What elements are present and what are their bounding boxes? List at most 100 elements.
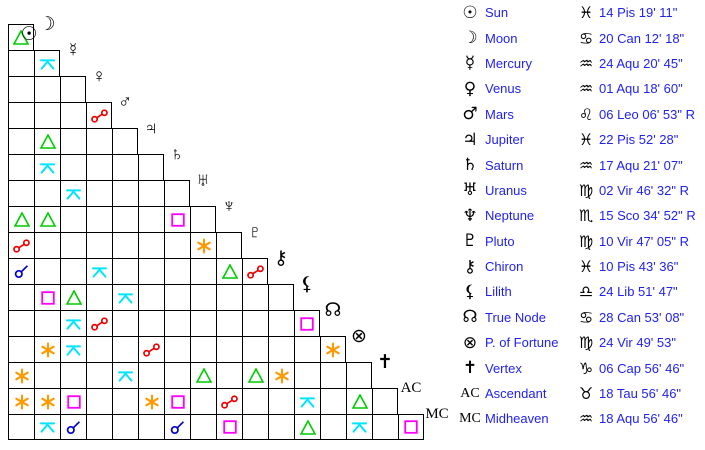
aspect-cell-trine[interactable] [34,128,60,154]
aspect-cell-conjunction[interactable] [8,258,34,284]
aspect-cell-empty[interactable] [34,180,60,206]
aspect-cell-empty[interactable] [268,388,294,414]
aspect-cell-square[interactable] [216,414,242,440]
aspect-cell-empty[interactable] [242,414,268,440]
aspect-cell-quincunx[interactable] [86,258,112,284]
aspect-cell-empty[interactable] [164,310,190,336]
aspect-cell-empty[interactable] [34,102,60,128]
aspect-cell-conjunction[interactable] [60,414,86,440]
aspect-cell-empty[interactable] [112,180,138,206]
aspect-cell-quincunx[interactable] [346,414,372,440]
aspect-cell-empty[interactable] [8,154,34,180]
aspect-cell-quincunx[interactable] [34,414,60,440]
aspect-cell-quincunx[interactable] [112,362,138,388]
aspect-cell-empty[interactable] [138,232,164,258]
aspect-cell-square[interactable] [34,284,60,310]
aspect-cell-square[interactable] [294,310,320,336]
aspect-cell-empty[interactable] [346,362,372,388]
aspect-cell-empty[interactable] [190,414,216,440]
aspect-cell-empty[interactable] [138,414,164,440]
aspect-cell-square[interactable] [60,388,86,414]
aspect-cell-empty[interactable] [34,232,60,258]
aspect-cell-empty[interactable] [242,310,268,336]
aspect-cell-empty[interactable] [112,388,138,414]
aspect-cell-opposition[interactable] [86,310,112,336]
aspect-cell-trine[interactable] [8,206,34,232]
aspect-cell-empty[interactable] [86,284,112,310]
aspect-cell-quincunx[interactable] [60,310,86,336]
aspect-cell-empty[interactable] [112,310,138,336]
aspect-cell-empty[interactable] [190,336,216,362]
aspect-cell-empty[interactable] [190,388,216,414]
aspect-cell-empty[interactable] [8,284,34,310]
aspect-cell-empty[interactable] [138,362,164,388]
aspect-cell-empty[interactable] [8,128,34,154]
aspect-cell-empty[interactable] [112,128,138,154]
aspect-cell-trine[interactable] [8,24,34,50]
aspect-cell-empty[interactable] [138,154,164,180]
aspect-cell-empty[interactable] [34,76,60,102]
aspect-cell-empty[interactable] [8,310,34,336]
aspect-cell-empty[interactable] [86,362,112,388]
aspect-cell-sextile[interactable] [8,362,34,388]
aspect-cell-empty[interactable] [60,258,86,284]
aspect-cell-empty[interactable] [320,414,346,440]
aspect-cell-empty[interactable] [60,76,86,102]
aspect-cell-empty[interactable] [216,232,242,258]
aspect-cell-empty[interactable] [242,388,268,414]
aspect-cell-empty[interactable] [8,76,34,102]
aspect-cell-trine[interactable] [60,284,86,310]
aspect-cell-sextile[interactable] [8,388,34,414]
aspect-cell-empty[interactable] [242,284,268,310]
aspect-cell-empty[interactable] [138,310,164,336]
aspect-cell-empty[interactable] [86,388,112,414]
aspect-cell-sextile[interactable] [138,388,164,414]
aspect-cell-empty[interactable] [216,310,242,336]
aspect-cell-opposition[interactable] [138,336,164,362]
aspect-cell-empty[interactable] [268,310,294,336]
aspect-cell-sextile[interactable] [268,362,294,388]
aspect-cell-empty[interactable] [138,180,164,206]
aspect-cell-empty[interactable] [268,414,294,440]
aspect-cell-square[interactable] [398,414,424,440]
aspect-cell-empty[interactable] [164,180,190,206]
aspect-cell-empty[interactable] [372,414,398,440]
aspect-cell-quincunx[interactable] [34,50,60,76]
aspect-cell-opposition[interactable] [8,232,34,258]
aspect-cell-sextile[interactable] [34,388,60,414]
aspect-cell-empty[interactable] [60,154,86,180]
aspect-cell-empty[interactable] [8,50,34,76]
aspect-cell-empty[interactable] [60,128,86,154]
aspect-cell-empty[interactable] [112,232,138,258]
aspect-cell-opposition[interactable] [216,388,242,414]
aspect-cell-empty[interactable] [86,336,112,362]
aspect-cell-empty[interactable] [190,310,216,336]
aspect-cell-empty[interactable] [112,336,138,362]
aspect-cell-sextile[interactable] [320,336,346,362]
aspect-cell-empty[interactable] [60,362,86,388]
aspect-cell-empty[interactable] [268,336,294,362]
aspect-cell-empty[interactable] [216,336,242,362]
aspect-cell-empty[interactable] [112,414,138,440]
aspect-cell-opposition[interactable] [86,102,112,128]
aspect-cell-trine[interactable] [34,206,60,232]
aspect-cell-empty[interactable] [216,284,242,310]
aspect-cell-conjunction[interactable] [164,414,190,440]
aspect-cell-empty[interactable] [164,362,190,388]
aspect-cell-empty[interactable] [164,258,190,284]
aspect-cell-empty[interactable] [34,310,60,336]
aspect-cell-empty[interactable] [8,414,34,440]
aspect-cell-empty[interactable] [112,258,138,284]
aspect-cell-opposition[interactable] [242,258,268,284]
aspect-cell-trine[interactable] [216,258,242,284]
aspect-cell-empty[interactable] [138,258,164,284]
aspect-cell-quincunx[interactable] [60,180,86,206]
aspect-cell-empty[interactable] [86,414,112,440]
aspect-cell-trine[interactable] [346,388,372,414]
aspect-cell-quincunx[interactable] [34,154,60,180]
aspect-cell-empty[interactable] [294,362,320,388]
aspect-cell-empty[interactable] [8,180,34,206]
aspect-cell-empty[interactable] [112,154,138,180]
aspect-cell-empty[interactable] [190,258,216,284]
aspect-cell-empty[interactable] [86,154,112,180]
